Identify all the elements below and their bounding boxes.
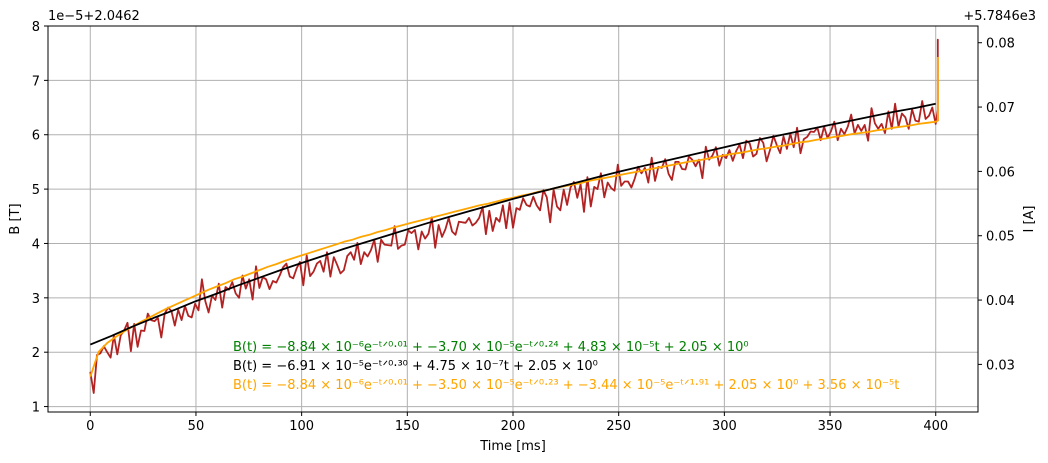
left-axis-offset-label: 1e−5+2.0462 bbox=[48, 9, 140, 24]
x-axis-ticks: 0 50 100 150 200 250 300 350 400 bbox=[86, 412, 948, 434]
left-y-tick-label: 2 bbox=[32, 346, 40, 361]
right-y-tick-label: 0.06 bbox=[986, 165, 1015, 180]
x-tick-label: 350 bbox=[818, 419, 843, 434]
x-tick-label: 400 bbox=[923, 419, 948, 434]
x-tick-label: 0 bbox=[86, 419, 94, 434]
series-line-2 bbox=[89, 102, 936, 346]
x-tick-label: 50 bbox=[188, 419, 205, 434]
left-y-axis-title: B [T] bbox=[8, 203, 23, 234]
x-tick-label: 200 bbox=[501, 419, 526, 434]
right-y-tick-label: 0.03 bbox=[986, 358, 1015, 373]
left-y-tick-label: 5 bbox=[32, 183, 40, 198]
fit-equation-black: B(t) = −6.91 × 10⁻⁵e⁻ᵗᐟ⁰·³⁰ + 4.75 × 10⁻… bbox=[233, 359, 598, 374]
plot-series bbox=[89, 38, 939, 394]
left-y-tick-label: 8 bbox=[32, 20, 40, 35]
left-y-tick-label: 7 bbox=[32, 74, 40, 89]
fit-equation-green: B(t) = −8.84 × 10⁻⁶e⁻ᵗᐟ⁰·⁰¹ + −3.70 × 10… bbox=[233, 340, 749, 355]
x-tick-label: 250 bbox=[606, 419, 631, 434]
right-y-tick-label: 0.07 bbox=[986, 101, 1015, 116]
x-tick-label: 100 bbox=[289, 419, 314, 434]
left-y-tick-label: 3 bbox=[32, 292, 40, 307]
x-tick-label: 300 bbox=[712, 419, 737, 434]
left-y-tick-label: 1 bbox=[32, 401, 40, 416]
x-tick-label: 150 bbox=[395, 419, 420, 434]
right-y-axis-title: I [A] bbox=[1022, 205, 1037, 232]
right-axis-offset-label: +5.7846e3 bbox=[963, 9, 1036, 24]
right-y-tick-label: 0.04 bbox=[986, 294, 1015, 309]
x-axis-title: Time [ms] bbox=[479, 439, 546, 454]
right-y-tick-label: 0.05 bbox=[986, 230, 1015, 245]
left-y-axis-ticks: 1 2 3 4 5 6 7 8 bbox=[32, 20, 48, 416]
left-y-tick-label: 6 bbox=[32, 129, 40, 144]
right-y-axis-ticks: 0.03 0.04 0.05 0.06 0.07 0.08 bbox=[978, 37, 1015, 373]
right-y-tick-label: 0.08 bbox=[986, 37, 1015, 52]
series-line-1 bbox=[89, 57, 939, 377]
fit-equation-orange: B(t) = −8.84 × 10⁻⁶e⁻ᵗᐟ⁰·⁰¹ + −3.50 × 10… bbox=[233, 378, 899, 393]
left-y-tick-label: 4 bbox=[32, 237, 40, 252]
